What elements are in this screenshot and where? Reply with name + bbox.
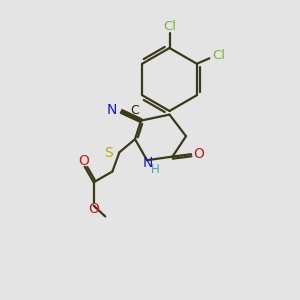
Text: O: O: [88, 202, 99, 216]
Text: C: C: [130, 104, 139, 117]
Text: Cl: Cl: [212, 49, 225, 62]
Text: O: O: [78, 154, 88, 168]
Text: S: S: [104, 146, 113, 160]
Text: N: N: [142, 156, 153, 170]
Text: Cl: Cl: [163, 20, 176, 34]
Text: N: N: [106, 103, 117, 117]
Text: O: O: [193, 147, 204, 161]
Text: H: H: [151, 163, 160, 176]
